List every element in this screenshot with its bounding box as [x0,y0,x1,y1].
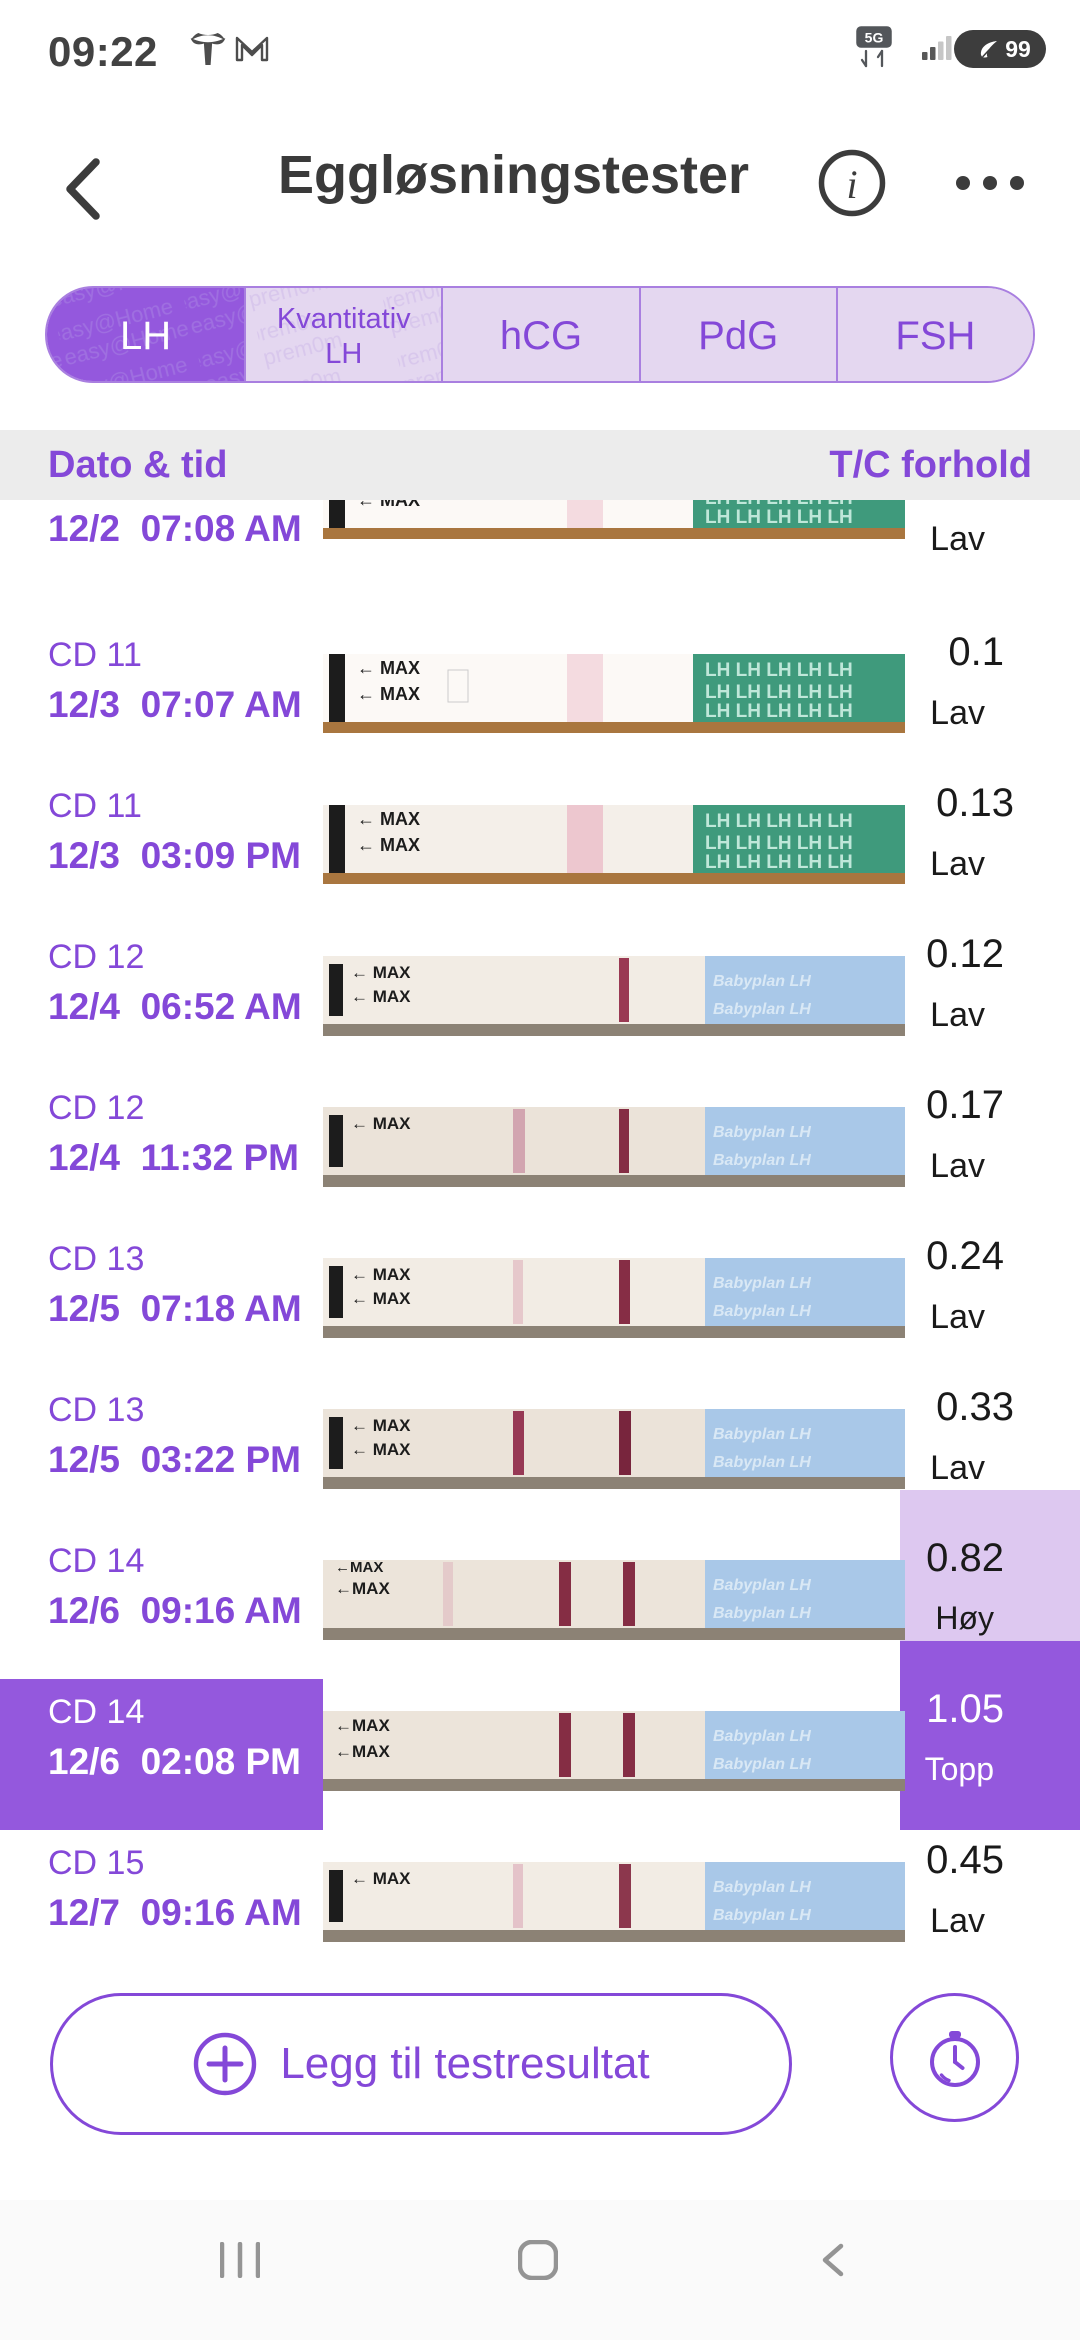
svg-text:LH LH LH LH LH: LH LH LH LH LH [705,852,853,873]
svg-text:← MAX: ← MAX [351,963,411,982]
svg-text:LH LH LH LH LH: LH LH LH LH LH [705,507,853,528]
svg-text:Babyplan LH: Babyplan LH [713,1879,811,1896]
svg-text:Babyplan LH: Babyplan LH [713,1275,811,1292]
svg-text:← MAX: ← MAX [351,1869,411,1888]
svg-text:← MAX: ← MAX [357,500,420,510]
svg-text:← MAX: ← MAX [351,987,411,1006]
svg-text:Babyplan LH: Babyplan LH [713,1756,811,1773]
svg-text:Babyplan LH: Babyplan LH [713,1303,811,1320]
svg-text:LH LH LH LH LH: LH LH LH LH LH [705,682,853,703]
svg-text:LH LH LH LH LH: LH LH LH LH LH [705,660,853,681]
svg-text:LH LH LH LH LH: LH LH LH LH LH [705,811,853,832]
svg-text:Babyplan LH: Babyplan LH [713,1124,811,1141]
svg-text:←MAX: ←MAX [335,1579,390,1598]
svg-text:← MAX: ← MAX [351,1416,411,1435]
svg-text:← MAX: ← MAX [351,1265,411,1284]
svg-text:Babyplan LH: Babyplan LH [713,1728,811,1745]
svg-text:Babyplan LH: Babyplan LH [713,1454,811,1471]
svg-text:Babyplan LH: Babyplan LH [713,1577,811,1594]
svg-text:←MAX: ←MAX [335,1560,383,1576]
svg-text:Babyplan LH: Babyplan LH [713,1426,811,1443]
svg-text:Babyplan LH: Babyplan LH [713,1001,811,1018]
svg-text:← MAX: ← MAX [357,684,420,704]
svg-text:←MAX: ←MAX [335,1716,390,1735]
svg-text:← MAX: ← MAX [357,658,420,678]
svg-text:Babyplan LH: Babyplan LH [713,973,811,990]
svg-text:Babyplan LH: Babyplan LH [713,1907,811,1924]
svg-text:← MAX: ← MAX [357,835,420,855]
svg-text:← MAX: ← MAX [351,1114,411,1133]
svg-text:Babyplan LH: Babyplan LH [713,1152,811,1169]
svg-text:5G: 5G [865,30,884,46]
svg-text:← MAX: ← MAX [357,809,420,829]
svg-text:←MAX: ←MAX [335,1742,390,1761]
svg-text:LH LH LH LH LH: LH LH LH LH LH [705,701,853,722]
svg-text:LH LH LH LH LH: LH LH LH LH LH [705,833,853,854]
svg-text:Babyplan LH: Babyplan LH [713,1605,811,1622]
svg-text:← MAX: ← MAX [351,1440,411,1459]
svg-text:← MAX: ← MAX [351,1289,411,1308]
svg-text:i: i [846,162,857,207]
